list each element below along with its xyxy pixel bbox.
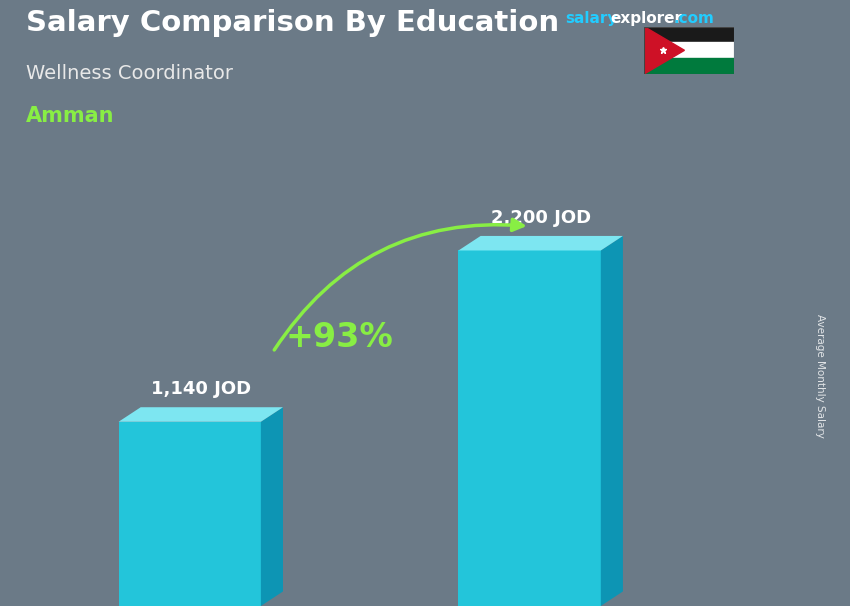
Text: Wellness Coordinator: Wellness Coordinator: [26, 64, 233, 82]
Text: salary: salary: [565, 11, 618, 26]
Text: explorer: explorer: [610, 11, 683, 26]
Text: Salary Comparison By Education: Salary Comparison By Education: [26, 9, 558, 37]
Polygon shape: [458, 236, 623, 250]
Bar: [644, 27, 734, 42]
Text: Average Monthly Salary: Average Monthly Salary: [815, 314, 825, 438]
Text: .com: .com: [673, 11, 714, 26]
Polygon shape: [119, 407, 283, 422]
Bar: [644, 58, 734, 74]
Polygon shape: [458, 250, 601, 606]
Text: Amman: Amman: [26, 106, 114, 126]
Bar: [644, 42, 734, 58]
Polygon shape: [644, 27, 684, 74]
Polygon shape: [601, 236, 623, 606]
Text: +93%: +93%: [286, 321, 393, 355]
Polygon shape: [261, 407, 283, 606]
Polygon shape: [119, 422, 261, 606]
Text: 1,140 JOD: 1,140 JOD: [150, 381, 251, 398]
Text: 2,200 JOD: 2,200 JOD: [490, 209, 591, 227]
